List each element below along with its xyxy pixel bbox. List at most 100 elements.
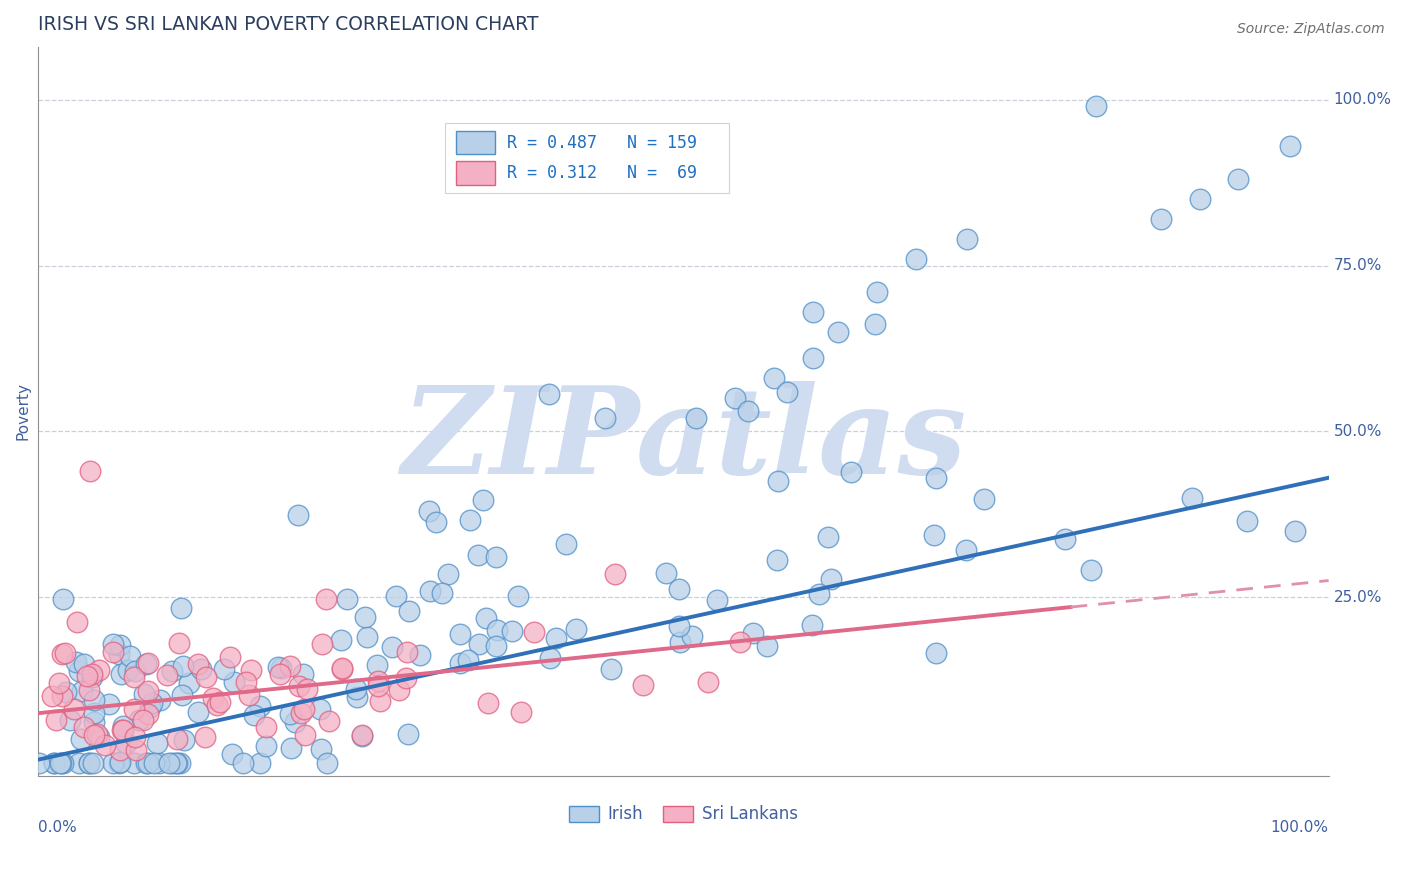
Point: [136, 656, 159, 670]
Point: [1080, 563, 1102, 577]
Point: [766, 475, 789, 489]
Point: [367, 679, 389, 693]
Text: R = 0.487   N = 159: R = 0.487 N = 159: [506, 134, 697, 152]
Point: [165, 756, 187, 770]
Point: [599, 662, 621, 676]
Point: [471, 493, 494, 508]
Point: [398, 727, 420, 741]
Point: [254, 720, 277, 734]
Point: [44, 756, 66, 770]
Point: [146, 736, 169, 750]
Point: [1236, 514, 1258, 528]
Point: [108, 648, 131, 662]
Point: [173, 733, 195, 747]
Point: [866, 285, 889, 299]
Point: [523, 625, 546, 640]
Point: [593, 411, 616, 425]
Point: [254, 739, 277, 754]
Point: [668, 635, 690, 649]
Point: [120, 648, 142, 663]
Point: [201, 690, 224, 705]
Point: [170, 689, 193, 703]
Point: [72, 720, 94, 734]
Point: [956, 232, 979, 246]
Point: [87, 730, 110, 744]
Point: [336, 592, 359, 607]
Point: [1284, 524, 1306, 539]
Point: [1053, 532, 1076, 546]
Point: [418, 504, 440, 518]
Point: [267, 660, 290, 674]
Point: [925, 646, 948, 660]
Point: [1150, 212, 1173, 227]
Point: [136, 706, 159, 721]
Point: [381, 640, 404, 655]
Point: [110, 666, 132, 681]
Point: [368, 693, 391, 707]
Point: [863, 317, 886, 331]
Point: [243, 707, 266, 722]
Point: [160, 664, 183, 678]
Point: [839, 466, 862, 480]
Point: [385, 589, 408, 603]
Point: [270, 661, 292, 675]
Point: [149, 693, 172, 707]
Text: 100.0%: 100.0%: [1271, 820, 1329, 835]
Text: 50.0%: 50.0%: [1334, 424, 1382, 439]
Point: [475, 611, 498, 625]
Point: [55, 685, 77, 699]
Point: [135, 657, 157, 671]
Point: [187, 657, 209, 672]
Text: 25.0%: 25.0%: [1334, 590, 1382, 605]
Point: [218, 649, 240, 664]
Point: [291, 667, 314, 681]
Point: [108, 742, 131, 756]
Point: [249, 756, 271, 770]
Point: [125, 742, 148, 756]
Point: [77, 756, 100, 770]
Point: [141, 696, 163, 710]
Point: [737, 404, 759, 418]
Point: [430, 586, 453, 600]
Point: [108, 638, 131, 652]
Text: IRISH VS SRI LANKAN POVERTY CORRELATION CHART: IRISH VS SRI LANKAN POVERTY CORRELATION …: [38, 15, 538, 34]
Point: [156, 667, 179, 681]
Point: [288, 679, 311, 693]
Point: [80, 670, 103, 684]
Point: [486, 623, 509, 637]
Point: [249, 698, 271, 713]
Point: [332, 661, 354, 675]
Point: [366, 658, 388, 673]
Point: [1188, 192, 1211, 206]
Point: [817, 530, 839, 544]
Point: [122, 670, 145, 684]
Point: [756, 639, 779, 653]
Point: [114, 736, 136, 750]
Point: [458, 513, 481, 527]
Point: [287, 508, 309, 522]
Point: [195, 670, 218, 684]
Point: [103, 756, 125, 770]
Point: [352, 728, 374, 742]
Point: [409, 648, 432, 662]
Point: [86, 727, 108, 741]
Point: [766, 553, 789, 567]
Point: [1085, 99, 1108, 113]
Point: [367, 673, 389, 688]
Point: [346, 690, 368, 704]
Point: [157, 756, 180, 770]
Point: [101, 637, 124, 651]
Point: [820, 572, 842, 586]
Point: [124, 756, 146, 770]
Point: [63, 701, 86, 715]
Point: [148, 756, 170, 770]
Point: [136, 756, 159, 770]
Point: [107, 756, 129, 770]
Point: [477, 696, 499, 710]
Point: [631, 678, 654, 692]
Point: [73, 657, 96, 671]
Point: [83, 728, 105, 742]
Point: [170, 601, 193, 615]
Text: 100.0%: 100.0%: [1334, 92, 1392, 107]
Point: [76, 669, 98, 683]
